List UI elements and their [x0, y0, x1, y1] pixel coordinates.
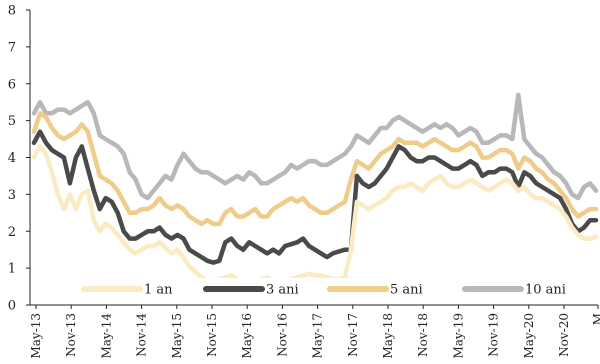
y-tick-label: 2 — [8, 225, 16, 240]
x-tick-label: May-16 — [240, 313, 254, 359]
y-tick-label: 1 — [8, 262, 16, 277]
series-layer — [31, 92, 599, 289]
legend-label: 10 ani — [525, 283, 566, 298]
x-tick-label: May-14 — [99, 313, 113, 359]
y-tick-label: 8 — [8, 4, 16, 19]
x-tick-label: May-13 — [29, 313, 43, 359]
x-axis: May-13 Nov-13 May-14 Nov-14 May-15 Nov-15 May-… — [29, 304, 600, 359]
y-axis: 0 1 2 3 4 5 6 7 8 — [8, 4, 31, 314]
series-line-1-an — [31, 144, 599, 289]
x-tick-label: Nov-15 — [205, 313, 219, 357]
x-tick-label: Nov-20 — [557, 313, 571, 357]
series-line-10-ani — [31, 92, 599, 201]
y-tick-label: 6 — [8, 77, 16, 92]
y-tick-label: 5 — [8, 114, 16, 129]
legend-label: 1 an — [144, 283, 173, 298]
series-line-3-ani — [31, 129, 599, 265]
x-tick-label: May-19 — [451, 313, 465, 359]
x-tick-label: Nov-13 — [64, 313, 78, 357]
y-tick-label: 3 — [8, 188, 16, 203]
x-tick-label: Nov-16 — [275, 313, 289, 357]
series-line-5-ani — [31, 111, 599, 227]
legend: 1 an 3 ani 5 ani 10 ani — [75, 278, 587, 300]
x-tick-label: May-18 — [381, 313, 395, 359]
legend-label: 3 ani — [266, 283, 299, 298]
x-tick-label: May-17 — [311, 313, 325, 359]
x-tick-label: Nov-14 — [135, 313, 149, 357]
x-tick-label: Nov-17 — [346, 313, 360, 357]
x-tick-label: Nov-18 — [416, 313, 430, 357]
legend-label: 5 ani — [390, 283, 423, 298]
x-tick-label: Nov-19 — [487, 313, 501, 357]
y-tick-label: 4 — [8, 151, 16, 166]
y-tick-label: 7 — [8, 40, 16, 55]
x-tick-label: May-15 — [170, 313, 184, 359]
x-tick-label: M — [591, 313, 600, 325]
x-tick-label: May-20 — [522, 313, 536, 359]
y-tick-label: 0 — [8, 299, 16, 314]
